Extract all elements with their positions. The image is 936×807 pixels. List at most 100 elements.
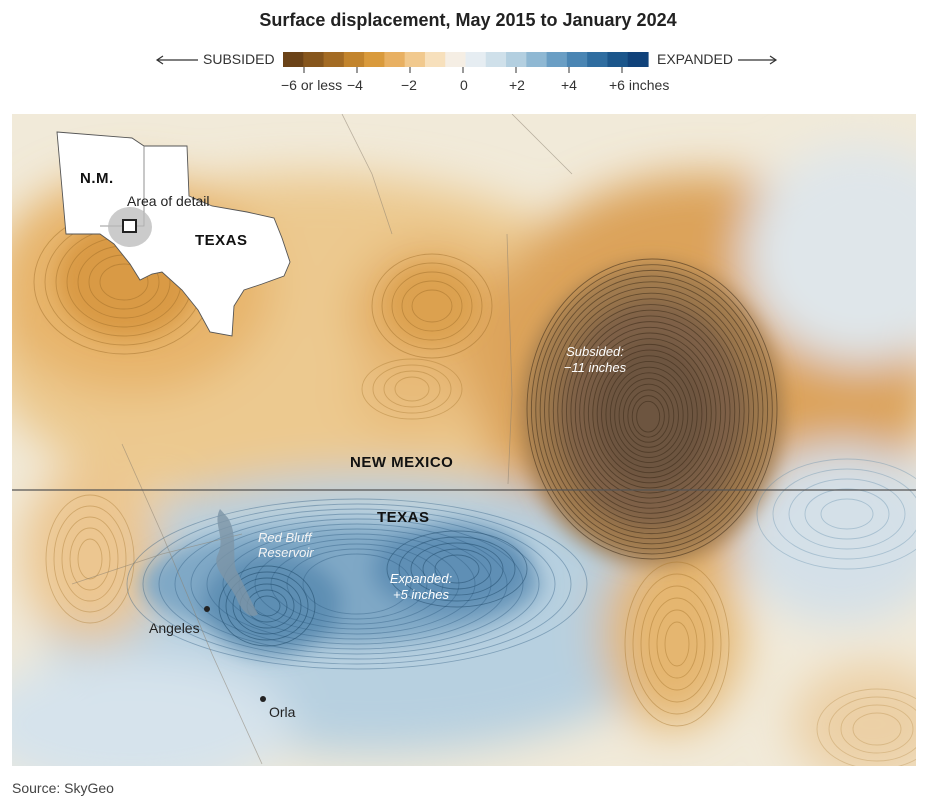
contour-line [816, 688, 916, 766]
contour-line [623, 383, 675, 448]
angeles-dot [204, 606, 210, 612]
legend-swatch [607, 52, 629, 67]
contour-line [222, 528, 492, 640]
contour-line [401, 280, 463, 332]
contour-line [820, 498, 874, 530]
contour-line [557, 298, 745, 524]
contour-line [383, 370, 441, 408]
contour-line [142, 503, 572, 665]
orla-label: Orla [269, 704, 296, 720]
legend-swatch [506, 52, 527, 67]
legend-swatch [485, 52, 507, 67]
contour-line [614, 372, 684, 458]
subsided-annotation: Subsided: −11 inches [550, 344, 640, 376]
contour-line [772, 468, 916, 560]
contour-line [253, 595, 281, 617]
contour-line [361, 358, 463, 420]
contour-line [239, 583, 295, 629]
contour-line [596, 349, 703, 479]
legend-swatch [465, 52, 487, 67]
contour-line [664, 621, 690, 667]
contour-line [99, 263, 149, 301]
inset-detail-box [122, 219, 137, 233]
contour-line [552, 292, 750, 529]
contour-line [391, 271, 473, 341]
contour-line [601, 355, 698, 474]
legend-tick-label: +4 [561, 77, 577, 93]
contour-line [381, 262, 483, 350]
contour-line [371, 253, 493, 359]
legend-swatch [445, 52, 467, 67]
contour-line [372, 364, 452, 414]
contour-line [535, 269, 769, 550]
contour-line [302, 553, 412, 615]
legend-subsided-label: SUBSIDED [203, 51, 275, 67]
contour-line [618, 378, 679, 453]
legend-tick-label: −6 or less [281, 77, 343, 93]
contour-line [254, 538, 460, 630]
legend-swatch [424, 52, 446, 67]
legend-swatch [364, 52, 385, 67]
legend-tick-label: +2 [509, 77, 525, 93]
inset-states-shape [56, 131, 291, 337]
contour-line [570, 315, 731, 509]
contour-line [656, 609, 698, 679]
contour-line [640, 585, 714, 703]
legend-swatch [587, 52, 609, 67]
expanded-annotation-value: +5 inches [392, 587, 449, 602]
expanded-annotation-label: Expanded: [389, 571, 453, 586]
inset-detail-label: Area of detail [127, 193, 210, 209]
legend-swatch [404, 52, 426, 67]
red-bluff-reservoir-shape [216, 509, 258, 616]
contour-line [386, 530, 528, 608]
legend-swatch [323, 52, 345, 67]
source-note: Source: SkyGeo [12, 780, 114, 796]
contour-line [530, 264, 773, 555]
chart-title: Surface displacement, May 2015 to Januar… [259, 10, 677, 30]
legend-swatch [627, 52, 649, 67]
contour-line [583, 332, 717, 494]
contour-line [61, 516, 119, 602]
contour-line [286, 548, 428, 620]
subsided-annotation-value: −11 inches [563, 360, 627, 375]
contour-line [394, 376, 430, 402]
legend-expanded-label: EXPANDED [657, 51, 733, 67]
inset-texas-label: TEXAS [195, 232, 248, 249]
contour-line [592, 343, 708, 484]
legend-swatch [526, 52, 548, 67]
contour-line [840, 704, 914, 754]
contour-line [852, 712, 902, 746]
legend-swatch [384, 52, 406, 67]
legend-color-bar [283, 52, 649, 67]
inset-nm-label: N.M. [80, 170, 114, 187]
contour-line [126, 498, 588, 670]
legend-tick-label: +6 inches [609, 77, 670, 93]
contour-line [232, 577, 302, 635]
contour-line [566, 309, 736, 514]
contour-line [632, 573, 722, 715]
contour-line [174, 513, 540, 655]
roads [71, 114, 573, 765]
contour-line [627, 389, 670, 443]
contour-line [206, 523, 508, 645]
legend-graphic [155, 52, 778, 73]
contour-line [804, 488, 890, 540]
legend-swatch [283, 52, 304, 67]
angeles-label: Angeles [149, 620, 200, 636]
contour-line [225, 571, 309, 641]
contour-line [544, 281, 759, 540]
contour-line [53, 505, 127, 613]
texas-label: TEXAS [377, 509, 430, 526]
map-graphic [12, 114, 916, 766]
subsided-annotation-label: Subsided: [566, 344, 624, 359]
contour-line [788, 478, 906, 550]
contour-line [77, 538, 103, 580]
legend-swatch [343, 52, 365, 67]
reservoir-label-line1: Red Bluff [258, 530, 312, 545]
contour-line [579, 326, 722, 499]
contour-line [756, 458, 916, 570]
contour-line [218, 565, 316, 647]
reservoir-label-line2: Reservoir [258, 545, 314, 560]
contour-line [648, 597, 706, 691]
contour-line [828, 696, 916, 762]
